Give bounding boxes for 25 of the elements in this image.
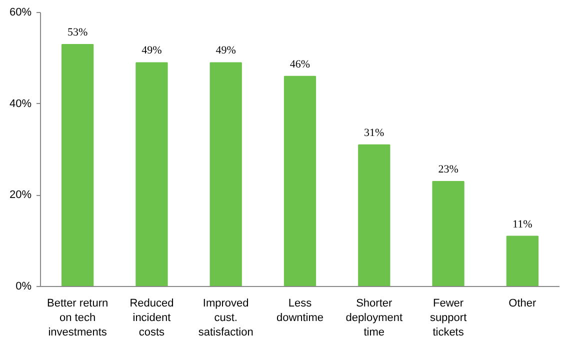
- bar: [62, 44, 94, 286]
- bar: [136, 62, 168, 286]
- data-label: 49%: [216, 44, 236, 57]
- bar: [210, 62, 242, 286]
- bar: [432, 180, 464, 286]
- x-tick-label: Shorter deployment time: [346, 298, 403, 338]
- data-label: 49%: [142, 44, 162, 57]
- x-tick-label: Improved cust. satisfaction: [198, 298, 254, 338]
- x-tick-label: Other: [508, 298, 537, 310]
- x-tick-label: Less downtime: [276, 298, 324, 324]
- y-tick-label: 40%: [9, 98, 32, 110]
- y-tick-label: 20%: [9, 189, 32, 202]
- x-tick-label: Fewer support tickets: [430, 298, 467, 338]
- x-tick-label: Reduced incident costs: [130, 298, 174, 338]
- y-tick-label: 0%: [16, 280, 32, 292]
- bar: [358, 144, 390, 286]
- bar: [506, 236, 538, 286]
- data-label: 31%: [364, 126, 384, 139]
- data-label: 23%: [438, 163, 458, 176]
- data-label: 46%: [290, 58, 310, 70]
- bar: [284, 76, 316, 286]
- x-tick-label: Better return on tech investments: [47, 298, 108, 338]
- data-label: 53%: [67, 26, 88, 38]
- y-tick-label: 60%: [9, 6, 32, 18]
- data-label: 11%: [512, 218, 532, 230]
